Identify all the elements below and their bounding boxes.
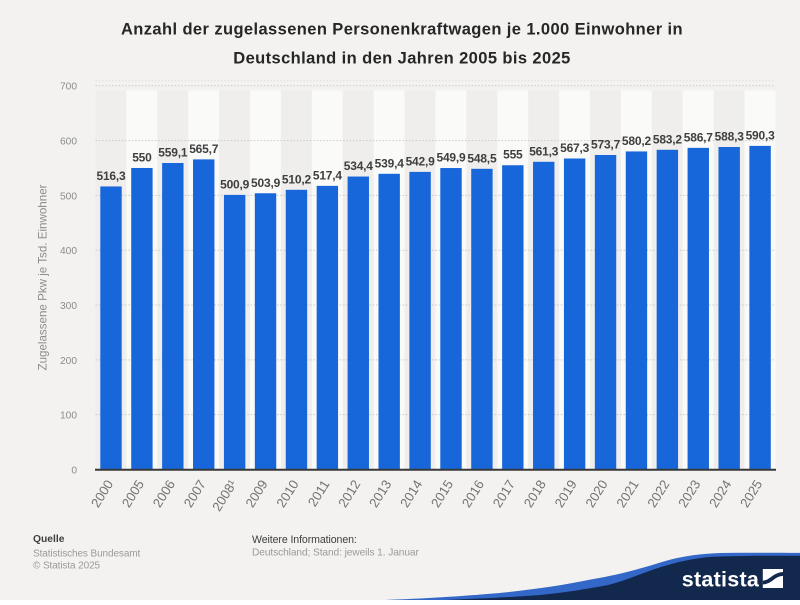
svg-text:510,2: 510,2 xyxy=(282,172,312,186)
svg-text:549,9: 549,9 xyxy=(436,151,466,165)
svg-text:Weitere Informationen:: Weitere Informationen: xyxy=(252,534,357,546)
svg-text:700: 700 xyxy=(60,82,77,93)
svg-text:0: 0 xyxy=(71,465,77,476)
svg-text:548,5: 548,5 xyxy=(467,151,497,165)
svg-text:580,2: 580,2 xyxy=(622,134,652,148)
svg-text:503,9: 503,9 xyxy=(251,176,281,190)
svg-text:559,1: 559,1 xyxy=(158,146,188,160)
svg-text:Deutschland; Stand: jeweils 1.: Deutschland; Stand: jeweils 1. Januar xyxy=(252,547,419,558)
svg-text:300: 300 xyxy=(60,301,77,312)
svg-text:Zugelassene Pkw je Tsd. Einwoh: Zugelassene Pkw je Tsd. Einwohner xyxy=(37,184,50,370)
svg-text:573,7: 573,7 xyxy=(591,137,621,151)
svg-text:550: 550 xyxy=(132,150,152,164)
svg-text:590,3: 590,3 xyxy=(746,128,776,142)
svg-text:© Statista 2025: © Statista 2025 xyxy=(33,561,101,572)
svg-text:534,4: 534,4 xyxy=(344,159,374,173)
svg-text:539,4: 539,4 xyxy=(375,156,405,170)
svg-text:542,9: 542,9 xyxy=(406,154,436,168)
svg-text:500: 500 xyxy=(60,191,77,202)
svg-text:561,3: 561,3 xyxy=(529,144,559,158)
svg-text:517,4: 517,4 xyxy=(313,168,343,182)
svg-text:583,2: 583,2 xyxy=(653,132,683,146)
svg-text:565,7: 565,7 xyxy=(189,142,219,156)
svg-text:Quelle: Quelle xyxy=(33,534,65,545)
svg-text:Statistisches Bundesamt: Statistisches Bundesamt xyxy=(33,548,141,559)
svg-text:200: 200 xyxy=(60,356,77,367)
svg-text:567,3: 567,3 xyxy=(560,141,590,155)
svg-text:Deutschland in den Jahren 2005: Deutschland in den Jahren 2005 bis 2025 xyxy=(233,49,570,67)
svg-text:555: 555 xyxy=(503,148,523,162)
svg-text:500,9: 500,9 xyxy=(220,177,250,191)
svg-text:588,3: 588,3 xyxy=(715,129,745,143)
svg-text:statista: statista xyxy=(682,567,760,591)
svg-text:600: 600 xyxy=(60,136,77,147)
svg-text:516,3: 516,3 xyxy=(96,169,126,183)
svg-text:586,7: 586,7 xyxy=(684,130,714,144)
svg-text:100: 100 xyxy=(60,411,77,422)
svg-text:Anzahl der zugelassenen Person: Anzahl der zugelassenen Personenkraftwag… xyxy=(121,20,683,38)
svg-text:400: 400 xyxy=(60,246,77,257)
